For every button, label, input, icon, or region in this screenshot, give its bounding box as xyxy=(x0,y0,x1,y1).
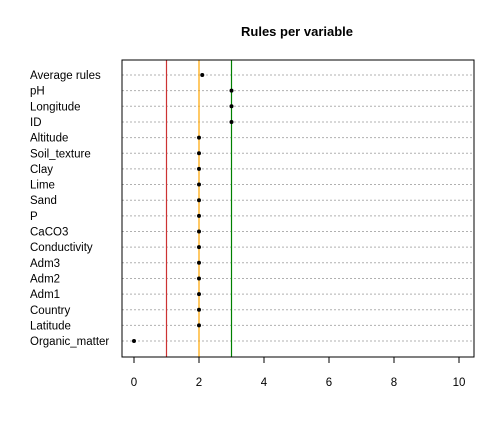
reference-lines xyxy=(165,60,233,357)
category-label: Organic_matter xyxy=(30,336,109,348)
data-point xyxy=(197,182,201,187)
category-label: Lime xyxy=(30,180,55,192)
category-label: pH xyxy=(30,86,45,98)
category-label: Latitude xyxy=(30,320,71,332)
data-point xyxy=(229,88,234,93)
category-label: ID xyxy=(30,117,42,129)
data-point xyxy=(200,73,205,77)
data-point xyxy=(197,198,201,203)
category-labels: Average rules pH Longitude ID Altitude Soil_t… xyxy=(30,70,109,348)
data-point xyxy=(197,276,201,281)
data-point xyxy=(197,166,201,171)
category-label: Sand xyxy=(30,195,57,207)
category-label: Clay xyxy=(30,164,53,176)
chart-title: Rules per variable xyxy=(241,24,353,39)
data-point xyxy=(132,339,136,344)
data-point xyxy=(197,213,201,218)
data-points xyxy=(132,73,234,344)
category-label: Adm2 xyxy=(30,273,60,285)
data-point xyxy=(197,260,201,265)
x-tick-label: 4 xyxy=(261,377,268,389)
category-label: Country xyxy=(30,305,71,317)
x-tick-label: 8 xyxy=(391,377,397,389)
data-point xyxy=(197,292,201,297)
category-label: Conductivity xyxy=(30,242,93,254)
data-point xyxy=(229,119,234,124)
x-tick-label: 2 xyxy=(196,377,202,389)
x-tick-label: 10 xyxy=(453,377,466,389)
data-point xyxy=(197,323,201,328)
category-label: CaCO3 xyxy=(30,227,68,239)
category-label: Soil_texture xyxy=(30,148,91,160)
data-point xyxy=(197,307,201,312)
data-point xyxy=(197,245,201,250)
data-point xyxy=(229,104,234,109)
category-label: Longitude xyxy=(30,101,81,113)
grid-lines xyxy=(122,74,474,342)
category-label: Average rules xyxy=(30,70,101,82)
plot-frame xyxy=(121,59,475,358)
category-label: P xyxy=(30,211,38,223)
category-label: Adm1 xyxy=(30,289,60,301)
x-tick-label: 6 xyxy=(326,377,332,389)
data-point xyxy=(197,135,201,140)
data-point xyxy=(197,151,201,156)
category-label: Adm3 xyxy=(30,258,60,270)
x-tick-label: 0 xyxy=(131,377,137,389)
data-point xyxy=(197,229,201,234)
x-axis: 0 2 4 6 8 10 xyxy=(131,356,466,389)
category-label: Altitude xyxy=(30,133,68,145)
